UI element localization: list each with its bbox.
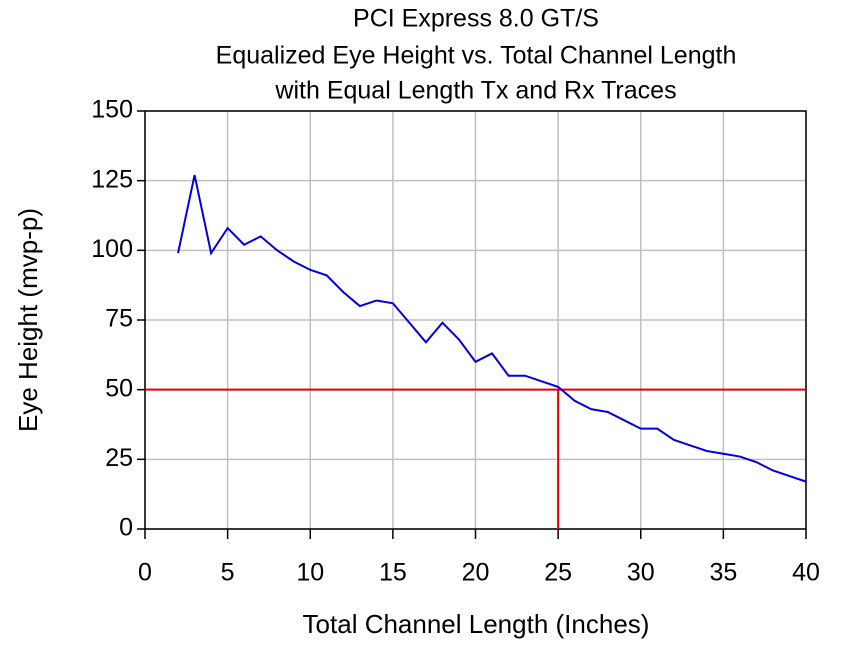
data-line [177,174,807,483]
y-tick-label: 150 [91,96,133,124]
y-tick-label: 50 [105,374,133,402]
x-tick-label: 15 [379,559,407,587]
x-tick-label: 20 [462,559,490,587]
plot-frame [144,110,807,530]
x-tick-label: 25 [544,559,572,587]
x-axis-label: Total Channel Length (Inches) [303,609,650,639]
y-tick-label: 100 [91,235,133,263]
x-tick-label: 5 [221,559,235,587]
y-axis-label: Eye Height (mvp-p) [13,208,43,432]
chart-title: Equalized Eye Height vs. Total Channel L… [216,42,737,70]
x-tick-label: 35 [709,559,737,587]
x-tick-label: 10 [296,559,324,587]
x-tick-label: 40 [792,559,820,587]
y-tick-label: 0 [119,514,133,542]
chart-title: with Equal Length Tx and Rx Traces [274,77,676,105]
y-tick-label: 125 [91,165,133,193]
y-tick-label: 25 [105,444,133,472]
x-tick-label: 0 [138,559,152,587]
x-tick-label: 30 [627,559,655,587]
y-tick-label: 75 [105,305,133,333]
chart-title: PCI Express 8.0 GT/S [353,5,599,33]
